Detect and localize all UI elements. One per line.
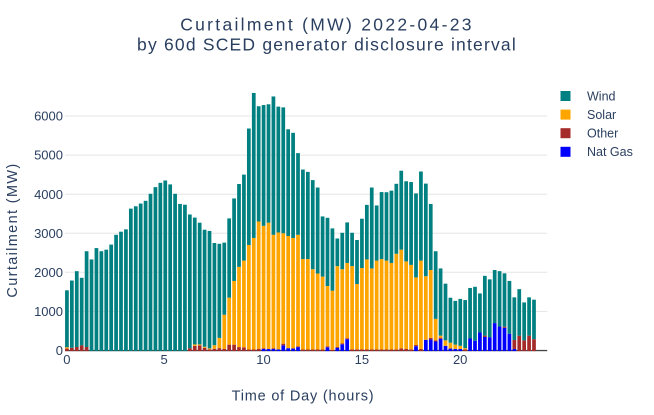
svg-text:6000: 6000 <box>34 109 63 124</box>
svg-text:20: 20 <box>453 352 467 367</box>
svg-text:Time of Day (hours): Time of Day (hours) <box>232 389 375 405</box>
svg-text:by 60d SCED generator disclosu: by 60d SCED generator disclosure interva… <box>137 35 517 55</box>
svg-text:1000: 1000 <box>34 304 63 319</box>
svg-text:4000: 4000 <box>34 187 63 202</box>
svg-text:15: 15 <box>355 352 369 367</box>
svg-text:0: 0 <box>63 352 70 367</box>
svg-text:Other: Other <box>587 127 618 141</box>
svg-text:0: 0 <box>56 343 63 358</box>
svg-text:Solar: Solar <box>587 108 616 122</box>
svg-text:5: 5 <box>160 352 167 367</box>
svg-text:5000: 5000 <box>34 148 63 163</box>
svg-text:2000: 2000 <box>34 265 63 280</box>
svg-text:3000: 3000 <box>34 226 63 241</box>
svg-text:Curtailment (MW): Curtailment (MW) <box>5 162 21 297</box>
svg-text:Wind: Wind <box>587 89 616 103</box>
svg-text:Curtailment (MW) 2022-04-23: Curtailment (MW) 2022-04-23 <box>180 15 474 35</box>
svg-text:Nat Gas: Nat Gas <box>587 145 633 159</box>
svg-text:10: 10 <box>256 352 270 367</box>
